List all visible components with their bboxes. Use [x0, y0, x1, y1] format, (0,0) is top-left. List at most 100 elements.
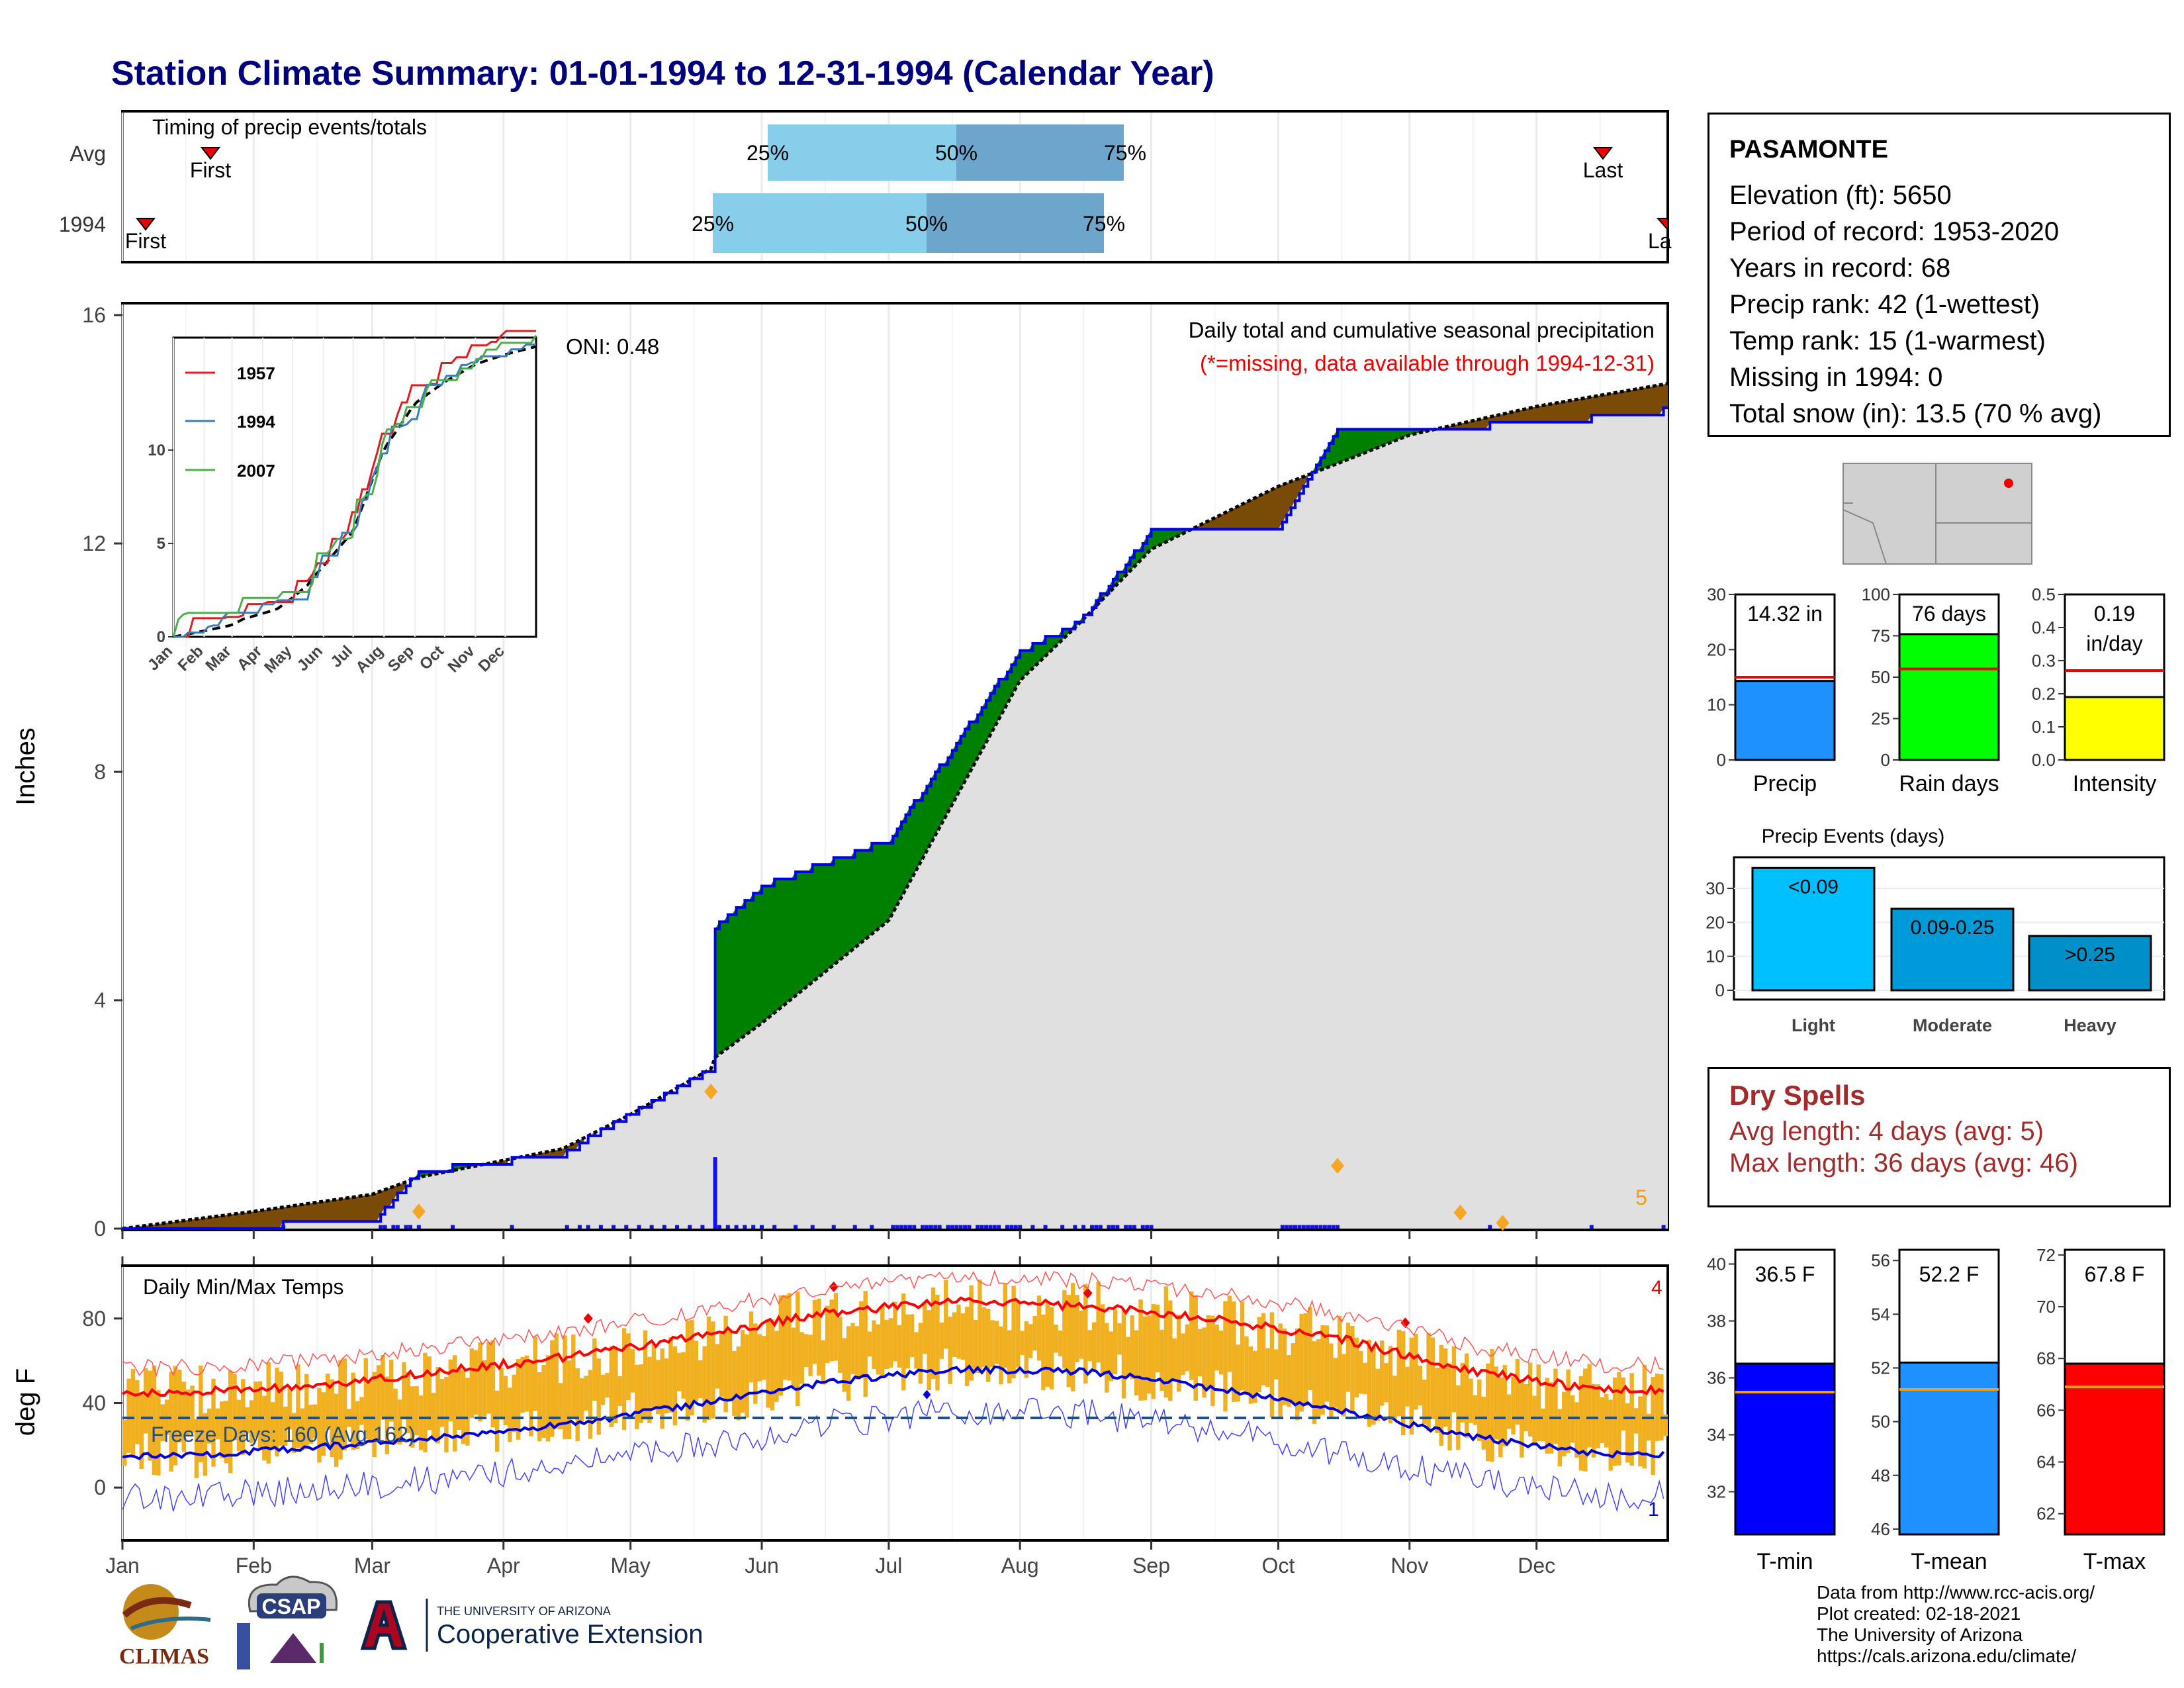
- daily-temp-bar: [584, 1376, 588, 1411]
- daily-temp-bar: [630, 1349, 635, 1393]
- daily-precip-bar: [637, 1225, 641, 1229]
- temp-mini-bar: [1898, 1361, 2000, 1536]
- daily-temp-bar: [1371, 1347, 1376, 1425]
- daily-temp-bar: [1227, 1295, 1232, 1372]
- daily-temp-bar: [1185, 1324, 1190, 1372]
- temp-mini-value: 52.2 F: [1919, 1262, 1979, 1286]
- daily-temp-bar: [999, 1326, 1003, 1385]
- timing-yr-q50-q75: [927, 193, 1104, 253]
- oni-value: ONI: 0.48: [566, 334, 659, 359]
- daily-temp-bar: [1181, 1333, 1185, 1375]
- daily-temp-bar: [199, 1365, 203, 1462]
- daily-temp-bar: [1562, 1391, 1567, 1457]
- precip-missing-note: (*=missing, data available through 1994-…: [1200, 351, 1655, 375]
- daily-precip-bar: [1293, 1225, 1298, 1229]
- temp-mini-tick-label: 70: [2036, 1297, 2056, 1317]
- daily-temp-bar: [1414, 1333, 1418, 1410]
- daily-temp-bar: [1464, 1353, 1469, 1438]
- daily-temp-bar: [1160, 1329, 1164, 1391]
- daily-temp-bar: [262, 1395, 267, 1461]
- daily-temp-bar: [406, 1372, 411, 1434]
- snow-marker-icon: [704, 1084, 718, 1100]
- month-label: Mar: [354, 1554, 390, 1577]
- daily-temp-bar: [952, 1312, 957, 1357]
- record-high-marker-icon: [583, 1313, 593, 1324]
- mini-chart-tick-label: 0.5: [2032, 585, 2056, 604]
- daily-precip-bar: [510, 1225, 514, 1229]
- average-min-line: [122, 1364, 1665, 1461]
- inset-y-tick-label: 10: [148, 442, 165, 459]
- record-high-marker-icon: [1083, 1288, 1093, 1299]
- daily-temp-bar: [694, 1340, 699, 1401]
- daily-precip-bar: [391, 1225, 396, 1229]
- daily-temp-bar: [749, 1311, 754, 1383]
- daily-temp-bar: [1003, 1284, 1008, 1368]
- timing-avg-q75: 75%: [1104, 141, 1146, 165]
- daily-temp-bar: [1050, 1307, 1054, 1389]
- daily-precip-bar: [1060, 1225, 1065, 1229]
- daily-precip-bar: [929, 1225, 933, 1229]
- timing-yr-q25: 25%: [692, 212, 734, 236]
- daily-temp-bar: [1011, 1286, 1016, 1379]
- daily-temp-bar: [1299, 1313, 1304, 1412]
- last-marker-icon: [1656, 218, 1668, 232]
- month-label: Jul: [875, 1554, 902, 1577]
- daily-temp-bar: [1232, 1301, 1236, 1402]
- daily-temp-bar: [206, 1408, 212, 1444]
- daily-temp-bar: [533, 1336, 537, 1411]
- daily-temp-bar: [291, 1413, 296, 1453]
- daily-temp-bar: [1659, 1374, 1664, 1441]
- mini-chart-label: Precip: [1753, 771, 1817, 796]
- snow-marker-icon: [1331, 1158, 1345, 1174]
- daily-temp-bar: [1236, 1344, 1240, 1402]
- daily-precip-bar: [725, 1225, 730, 1229]
- daily-temp-bar: [1282, 1328, 1287, 1405]
- daily-temp-bar: [1320, 1325, 1325, 1415]
- daily-temp-bar: [122, 1419, 127, 1466]
- daily-temp-bar: [1041, 1314, 1046, 1391]
- daily-precip-bar: [1149, 1225, 1154, 1229]
- daily-temp-bar: [1396, 1329, 1401, 1417]
- daily-temp-bar: [965, 1307, 970, 1387]
- daily-temp-bar: [1117, 1323, 1122, 1355]
- daily-precip-bar: [1081, 1225, 1086, 1229]
- chart-title: Station Climate Summary: 01-01-1994 to 1…: [111, 54, 1214, 93]
- daily-temp-bar: [1405, 1366, 1410, 1407]
- daily-temp-bar: [960, 1313, 966, 1360]
- daily-temp-bar: [825, 1305, 830, 1364]
- temp-mini-tick-label: 40: [1707, 1254, 1726, 1274]
- daily-temp-bar: [761, 1336, 766, 1380]
- daily-temp-bar: [770, 1319, 775, 1411]
- daily-precip-bar: [903, 1225, 908, 1229]
- daily-temp-bar: [148, 1370, 152, 1461]
- daily-temp-bar: [821, 1340, 825, 1385]
- daily-temp-bar: [1443, 1348, 1448, 1427]
- daily-temp-bar: [1481, 1396, 1486, 1450]
- footer-credit: Data from http://www.rcc-acis.org/ Plot …: [1817, 1582, 2095, 1667]
- daily-temp-bar: [494, 1390, 500, 1452]
- events-tick-label: 0: [1715, 980, 1725, 1000]
- daily-precip-bar: [912, 1225, 917, 1229]
- daily-temp-bar: [931, 1288, 936, 1379]
- daily-temp-bar: [317, 1387, 322, 1463]
- daily-temp-bar: [1172, 1338, 1177, 1380]
- daily-temp-bar: [621, 1328, 627, 1430]
- daily-temp-bar: [1596, 1384, 1600, 1448]
- daily-temp-bar: [550, 1340, 555, 1437]
- daily-precip-bar: [958, 1225, 963, 1229]
- daily-temp-bar: [1054, 1325, 1058, 1353]
- daily-temp-bar: [1363, 1362, 1367, 1395]
- daily-temp-bar: [1536, 1364, 1541, 1441]
- daily-temp-bar: [1651, 1376, 1655, 1476]
- daily-precip-bar: [649, 1225, 654, 1229]
- daily-precip-bar: [1018, 1225, 1023, 1229]
- daily-precip-bar: [946, 1225, 950, 1229]
- daily-temp-bar: [617, 1376, 622, 1406]
- daily-temp-bar: [1096, 1282, 1101, 1363]
- daily-temp-bar: [520, 1356, 525, 1413]
- mini-chart-tick-label: 20: [1707, 639, 1726, 659]
- daily-precip-bar: [662, 1225, 666, 1229]
- daily-temp-bar: [1485, 1363, 1490, 1462]
- daily-precip-bar: [954, 1225, 959, 1229]
- daily-precip-bar: [416, 1225, 421, 1229]
